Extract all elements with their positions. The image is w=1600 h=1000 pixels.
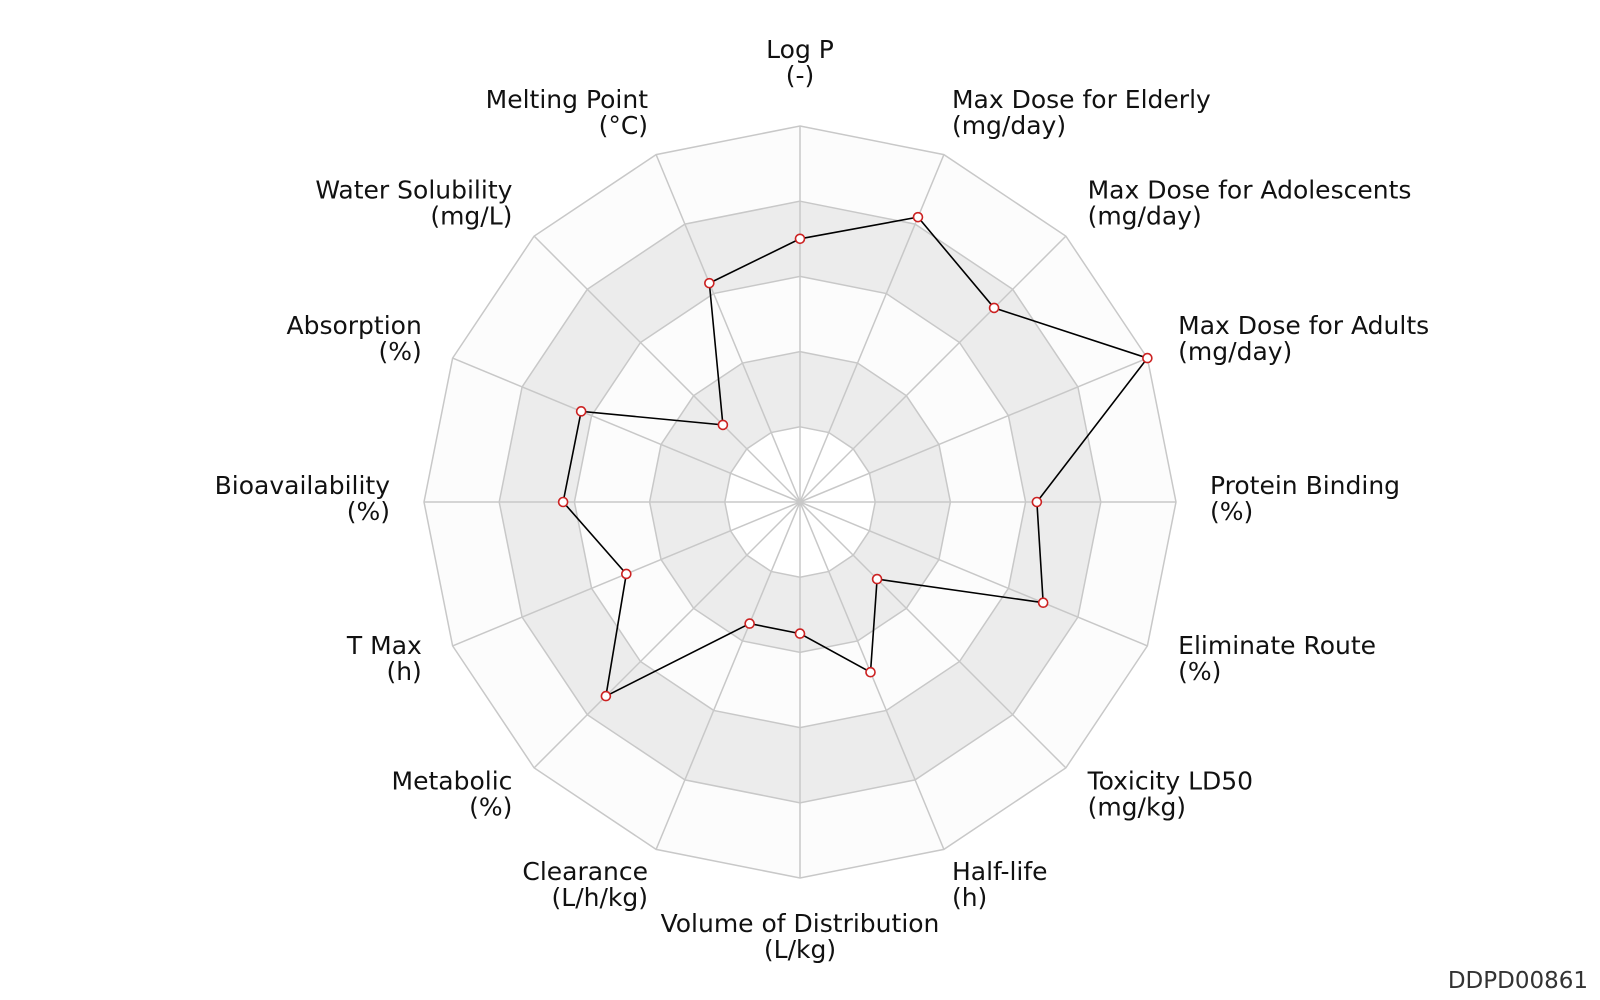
data-point-0	[794, 233, 806, 245]
axis-unit-4: (%)	[1210, 497, 1253, 526]
axis-label-8: Volume of Distribution	[661, 909, 940, 938]
axis-label-3: Max Dose for Adults	[1178, 311, 1429, 340]
axis-unit-9: (L/h/kg)	[552, 883, 648, 912]
spoke-14	[533, 235, 801, 503]
axis-unit-6: (mg/kg)	[1088, 793, 1187, 822]
data-point-11	[621, 568, 632, 580]
axis-label-12: Bioavailability	[215, 471, 391, 500]
axis-unit-3: (mg/day)	[1178, 337, 1292, 366]
axis-unit-1: (mg/day)	[952, 111, 1066, 140]
axis-label-11: T Max	[346, 631, 422, 660]
axis-label-13: Absorption	[286, 311, 421, 340]
data-point-12	[557, 496, 569, 508]
data-point-9	[744, 618, 755, 629]
axis-label-15: Melting Point	[486, 85, 649, 114]
axis-label-2: Max Dose for Adolescents	[1088, 175, 1412, 204]
data-point-8	[794, 628, 806, 639]
spoke-15	[655, 154, 801, 503]
spoke-2	[799, 235, 1067, 503]
axis-unit-7: (h)	[952, 883, 987, 912]
data-point-6	[871, 573, 883, 585]
axis-label-6: Toxicity LD50	[1087, 767, 1254, 796]
spoke-13	[452, 357, 801, 503]
axis-label-0: Log P	[766, 35, 834, 64]
data-point-2	[988, 302, 1000, 314]
axis-unit-10: (%)	[469, 793, 512, 822]
axis-unit-5: (%)	[1178, 657, 1221, 686]
axis-label-10: Metabolic	[392, 767, 513, 796]
axis-unit-12: (%)	[347, 497, 390, 526]
spoke-3	[799, 357, 1148, 503]
axis-unit-13: (%)	[379, 337, 422, 366]
data-point-4	[1031, 496, 1043, 508]
spoke-10	[533, 501, 801, 769]
axis-label-9: Clearance	[522, 857, 648, 886]
radar-axis-labels: Log P(-)Max Dose for Elderly(mg/day)Max …	[215, 35, 1430, 964]
data-point-5	[1037, 597, 1049, 609]
axis-label-4: Protein Binding	[1210, 471, 1400, 500]
axis-unit-11: (h)	[386, 657, 421, 686]
axis-unit-15: (°C)	[599, 111, 648, 140]
spoke-5	[799, 501, 1148, 647]
radar-spokes	[424, 126, 1176, 878]
axis-unit-0: (-)	[786, 61, 815, 90]
data-point-3	[1142, 352, 1153, 364]
axis-unit-2: (mg/day)	[1088, 201, 1202, 230]
axis-label-14: Water Solubility	[315, 175, 512, 204]
radar-series	[557, 211, 1153, 702]
data-point-7	[865, 666, 876, 678]
data-point-15	[704, 277, 715, 289]
data-point-14	[717, 419, 729, 431]
record-id: DDPD00861	[1447, 968, 1588, 994]
data-point-10	[600, 690, 612, 702]
axis-label-5: Eliminate Route	[1178, 631, 1376, 660]
spoke-9	[655, 501, 801, 850]
axis-unit-14: (mg/L)	[430, 201, 512, 230]
axis-label-7: Half-life	[952, 857, 1048, 886]
data-point-1	[912, 211, 924, 223]
axis-label-1: Max Dose for Elderly	[952, 85, 1211, 114]
axis-unit-8: (L/kg)	[764, 935, 836, 964]
data-point-13	[575, 406, 587, 417]
spoke-6	[799, 501, 1067, 769]
